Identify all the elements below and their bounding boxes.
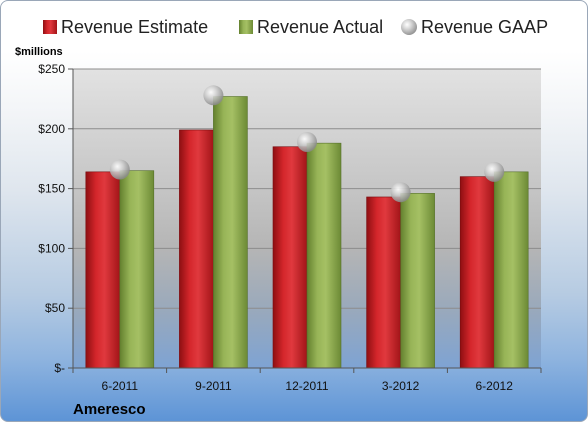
legend-label-revenue-gaap: Revenue GAAP (421, 17, 548, 37)
y-axis-unit-label: $millions (15, 46, 63, 58)
x-tick-label-9-2011: 9-2011 (195, 379, 232, 393)
marker-revenue-gaap-6-2012 (484, 161, 505, 182)
bar-revenue-actual-9-2011 (213, 96, 248, 369)
x-tick-label-3-2012: 3-2012 (382, 379, 420, 393)
legend-label-revenue-actual: Revenue Actual (257, 17, 383, 37)
legend-swatch-revenue-actual (239, 20, 253, 34)
bar-revenue-estimate-6-2012 (459, 176, 495, 369)
marker-revenue-gaap-9-2011 (203, 85, 224, 106)
company-name: Ameresco (73, 401, 146, 418)
x-tick-label-12-2011: 12-2011 (285, 379, 328, 393)
bar-revenue-actual-6-2012 (493, 171, 529, 369)
bar-revenue-estimate-6-2011 (85, 171, 121, 369)
marker-revenue-gaap-12-2011 (297, 131, 317, 152)
y-tick-label-250: $250 (38, 62, 65, 76)
bar-revenue-actual-6-2011 (119, 170, 155, 369)
y-tick-label-150: $150 (38, 182, 65, 196)
y-tick-label-100: $100 (38, 241, 65, 255)
x-tick-label-6-2011: 6-2011 (102, 379, 139, 393)
y-tick-label-0: $- (54, 361, 65, 375)
legend-swatch-revenue-estimate (43, 20, 57, 34)
bar-revenue-estimate-3-2012 (366, 196, 401, 369)
legend: Revenue Estimate Revenue Actual Revenue … (43, 17, 548, 37)
legend-label-revenue-estimate: Revenue Estimate (61, 17, 208, 37)
y-tick-label-50: $50 (45, 301, 65, 315)
legend-marker-revenue-gaap (401, 19, 417, 35)
marker-revenue-gaap-3-2012 (390, 182, 411, 203)
bar-revenue-actual-3-2012 (400, 193, 435, 369)
x-tick-label-6-2012: 6-2012 (476, 379, 514, 393)
bar-revenue-estimate-12-2011 (272, 146, 308, 369)
bar-revenue-actual-12-2011 (306, 142, 342, 369)
bar-revenue-estimate-9-2011 (179, 129, 214, 369)
y-tick-label-200: $200 (38, 122, 65, 136)
marker-revenue-gaap-6-2011 (109, 159, 130, 180)
